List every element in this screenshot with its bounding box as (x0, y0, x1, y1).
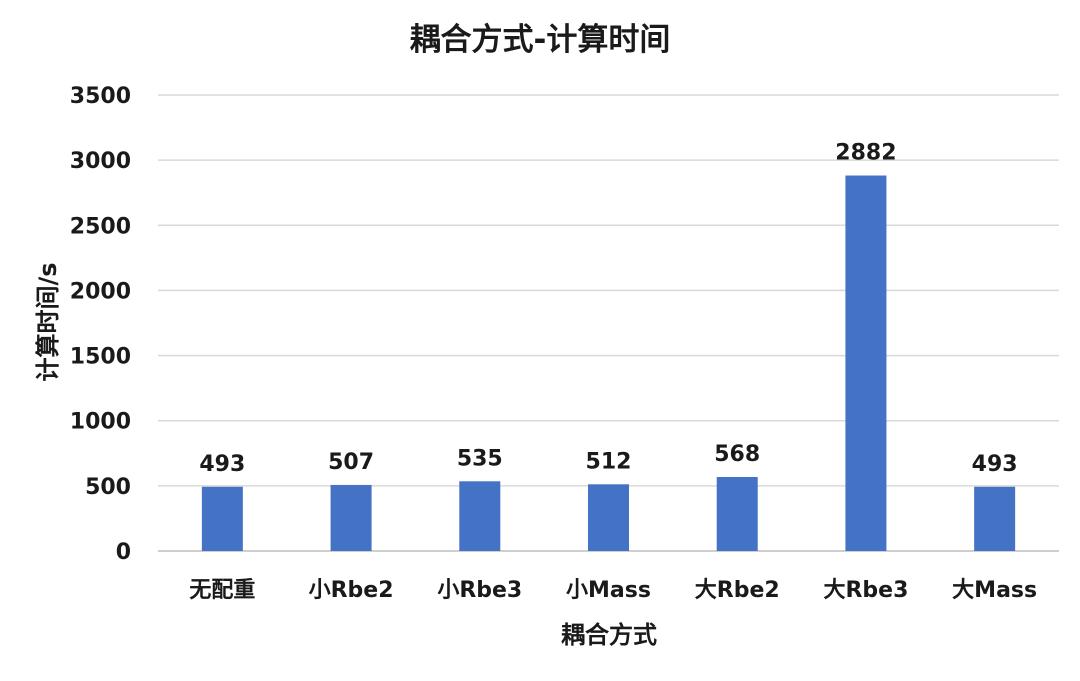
y-tick-label: 2000 (70, 279, 131, 304)
data-label: 507 (328, 450, 374, 475)
x-tick-label: 小Rbe3 (437, 578, 522, 603)
bar (330, 484, 372, 551)
y-tick-label: 0 (116, 540, 131, 565)
bar (845, 175, 887, 551)
bar (201, 486, 243, 551)
data-label: 2882 (835, 141, 896, 166)
data-label: 493 (972, 452, 1018, 477)
x-axis-title: 耦合方式 (561, 621, 657, 649)
bars (201, 175, 1016, 551)
bar (716, 476, 758, 551)
chart-title: 耦合方式-计算时间 (410, 22, 671, 58)
bar (588, 484, 629, 551)
x-tick-label: 无配重 (189, 578, 255, 603)
y-tick-label: 3500 (70, 84, 131, 109)
bar (974, 486, 1016, 551)
y-tick-label: 1500 (70, 345, 131, 370)
x-tick-label: 小Rbe2 (309, 578, 394, 603)
data-label: 493 (199, 452, 245, 477)
x-tick-label: 大Mass (952, 578, 1037, 603)
x-tick-label: 小Mass (566, 578, 651, 603)
y-tick-label: 500 (85, 475, 131, 500)
data-label: 535 (457, 446, 503, 471)
y-tick-label: 3000 (70, 149, 131, 174)
bar (459, 481, 501, 551)
data-label: 568 (714, 442, 760, 467)
x-axis-ticks: 无配重 小Rbe2 小Rbe3 小Mass 大Rbe2 大Rbe3 大Mass (189, 578, 1037, 603)
data-labels: 493 507 535 512 568 2882 493 (199, 141, 1017, 477)
data-label: 512 (586, 449, 632, 474)
gridlines (158, 94, 1059, 552)
y-axis-ticks: 0 500 1000 1500 2000 2500 3000 3500 (70, 84, 131, 565)
y-tick-label: 1000 (70, 410, 131, 435)
y-axis-title: 计算时间/s (34, 262, 62, 381)
y-tick-label: 2500 (70, 214, 131, 239)
x-tick-label: 大Rbe3 (823, 578, 908, 603)
x-tick-label: 大Rbe2 (695, 578, 780, 603)
